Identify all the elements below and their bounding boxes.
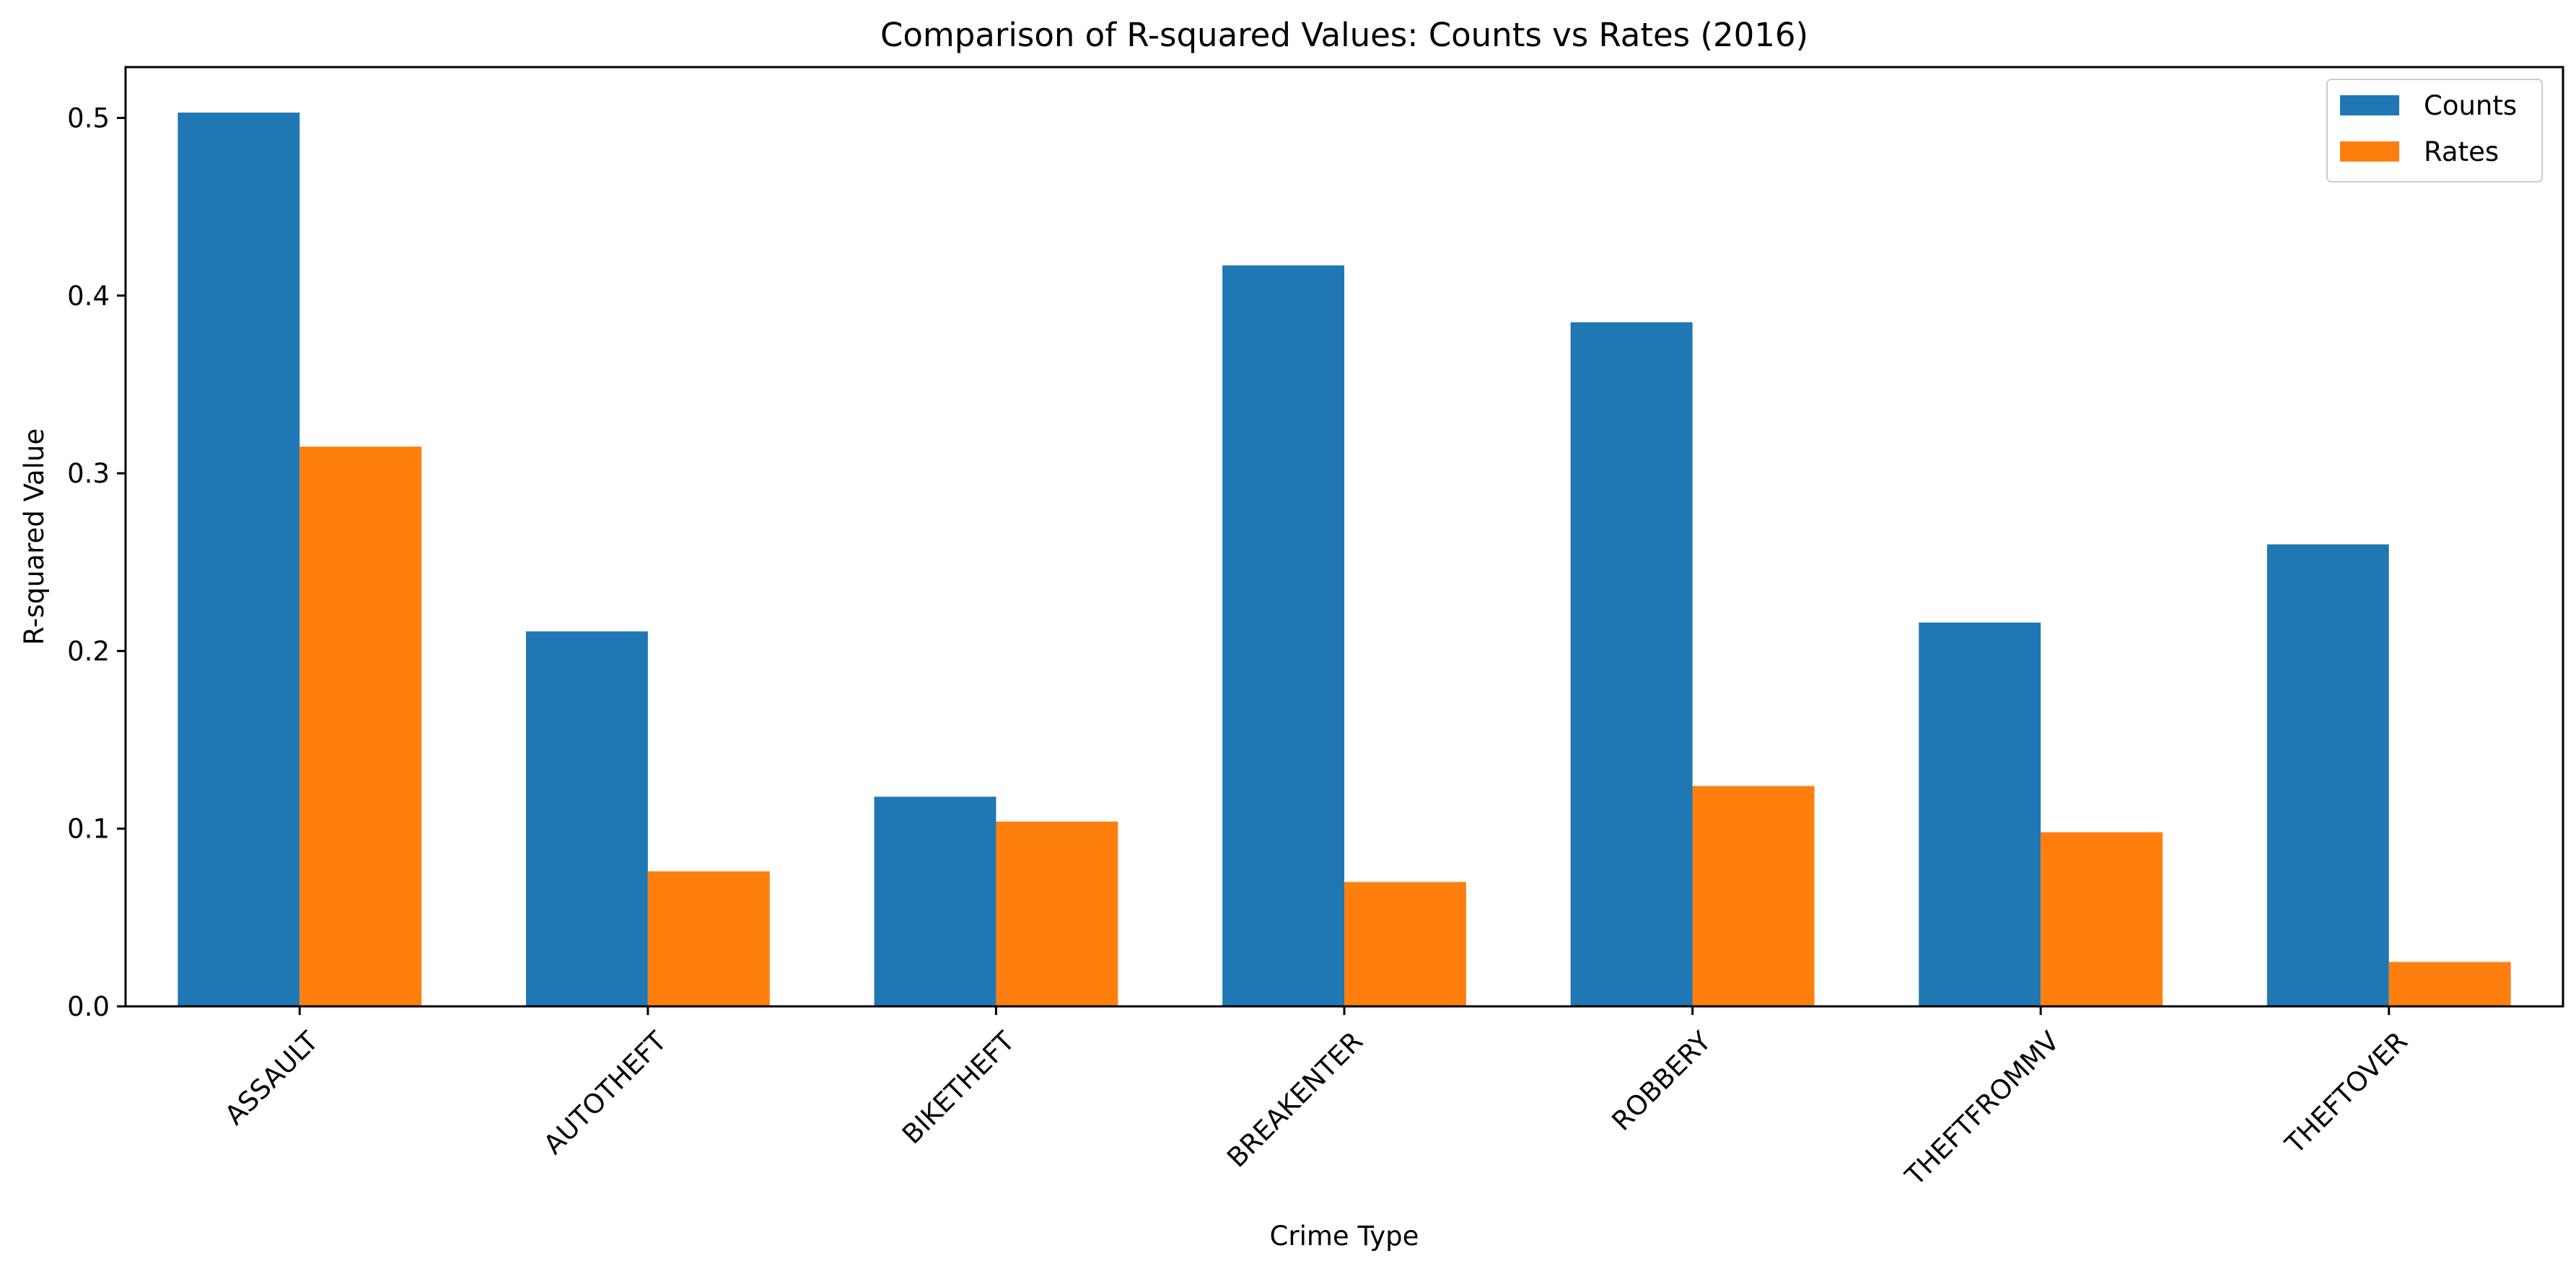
bar-rates-biketheft [996, 821, 1118, 1006]
bar-rates-robbery [1692, 786, 1815, 1006]
x-tick-label-breakenter: BREAKENTER [1221, 1026, 1369, 1174]
x-tick-label-theftfrommv: THEFTFROMMV [1898, 1026, 2065, 1192]
bar-rates-assault [299, 447, 422, 1006]
x-tick-label-biketheft: BIKETHEFT [896, 1025, 1021, 1150]
y-tick-label: 0.3 [67, 458, 110, 489]
y-tick-label: 0.5 [67, 102, 110, 133]
bars-layer [178, 113, 2511, 1006]
bar-counts-theftover [2266, 544, 2389, 1006]
legend: Counts Rates [2326, 79, 2543, 183]
bar-rates-autotheft [647, 871, 770, 1006]
bar-rates-breakenter [1344, 882, 1466, 1006]
legend-swatch-counts [2340, 95, 2399, 115]
legend-swatch-rates [2340, 141, 2399, 162]
legend-label-counts: Counts [2424, 90, 2517, 121]
bar-counts-theftfrommv [1919, 622, 2041, 1006]
x-tick-label-autotheft: AUTOTHEFT [538, 1025, 673, 1160]
x-tick-label-assault: ASSAULT [219, 1025, 324, 1130]
y-tick-label: 0.4 [67, 281, 110, 312]
bar-rates-theftover [2388, 962, 2511, 1006]
bar-counts-autotheft [525, 631, 648, 1006]
y-axis-title: R-squared Value [19, 429, 50, 645]
bar-counts-biketheft [874, 796, 996, 1006]
legend-label-rates: Rates [2424, 136, 2499, 167]
y-tick-label: 0.0 [67, 991, 110, 1022]
y-axis: 0.0 0.1 0.2 0.3 0.4 0.5 [67, 102, 126, 1022]
x-tick-label-robbery: ROBBERY [1606, 1025, 1717, 1136]
x-axis: ASSAULT AUTOTHEFT BIKETHEFT BREAKENTER ROBBE… [219, 1006, 2414, 1192]
y-tick-label: 0.2 [67, 636, 110, 667]
y-tick-label: 0.1 [67, 814, 110, 845]
bar-counts-assault [178, 113, 300, 1006]
bar-rates-theftfrommv [2041, 832, 2163, 1006]
bar-counts-breakenter [1222, 265, 1344, 1006]
chart-title: Comparison of R-squared Values: Counts v… [880, 16, 1808, 54]
x-tick-label-theftover: THEFTOVER [2279, 1026, 2414, 1161]
x-axis-title: Crime Type [1270, 1221, 1419, 1252]
bar-counts-robbery [1570, 322, 1693, 1006]
